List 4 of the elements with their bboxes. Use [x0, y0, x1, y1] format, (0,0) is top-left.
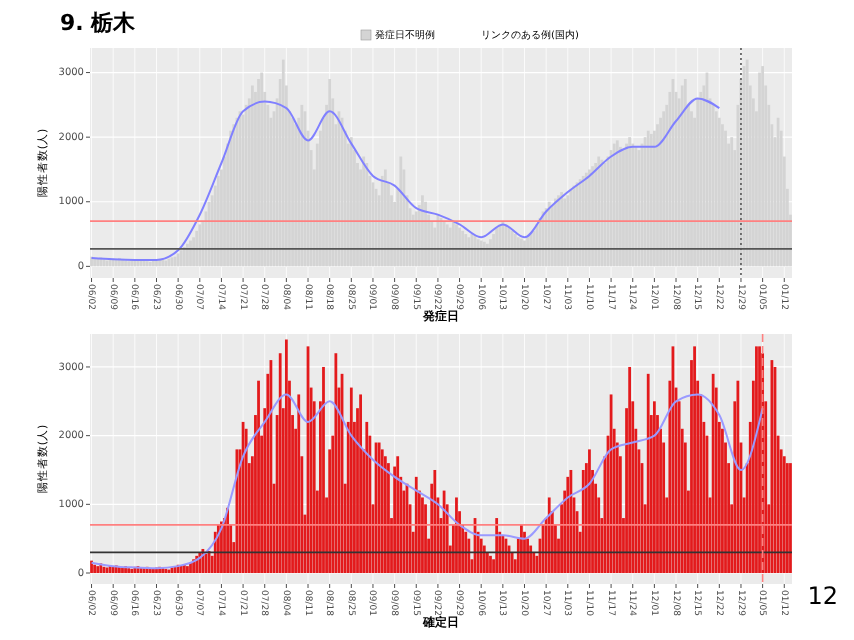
line-series — [90, 97, 721, 261]
chart-title: 9. 栃木 — [60, 10, 138, 36]
line-series — [90, 393, 764, 570]
text: 12 — [807, 582, 838, 610]
